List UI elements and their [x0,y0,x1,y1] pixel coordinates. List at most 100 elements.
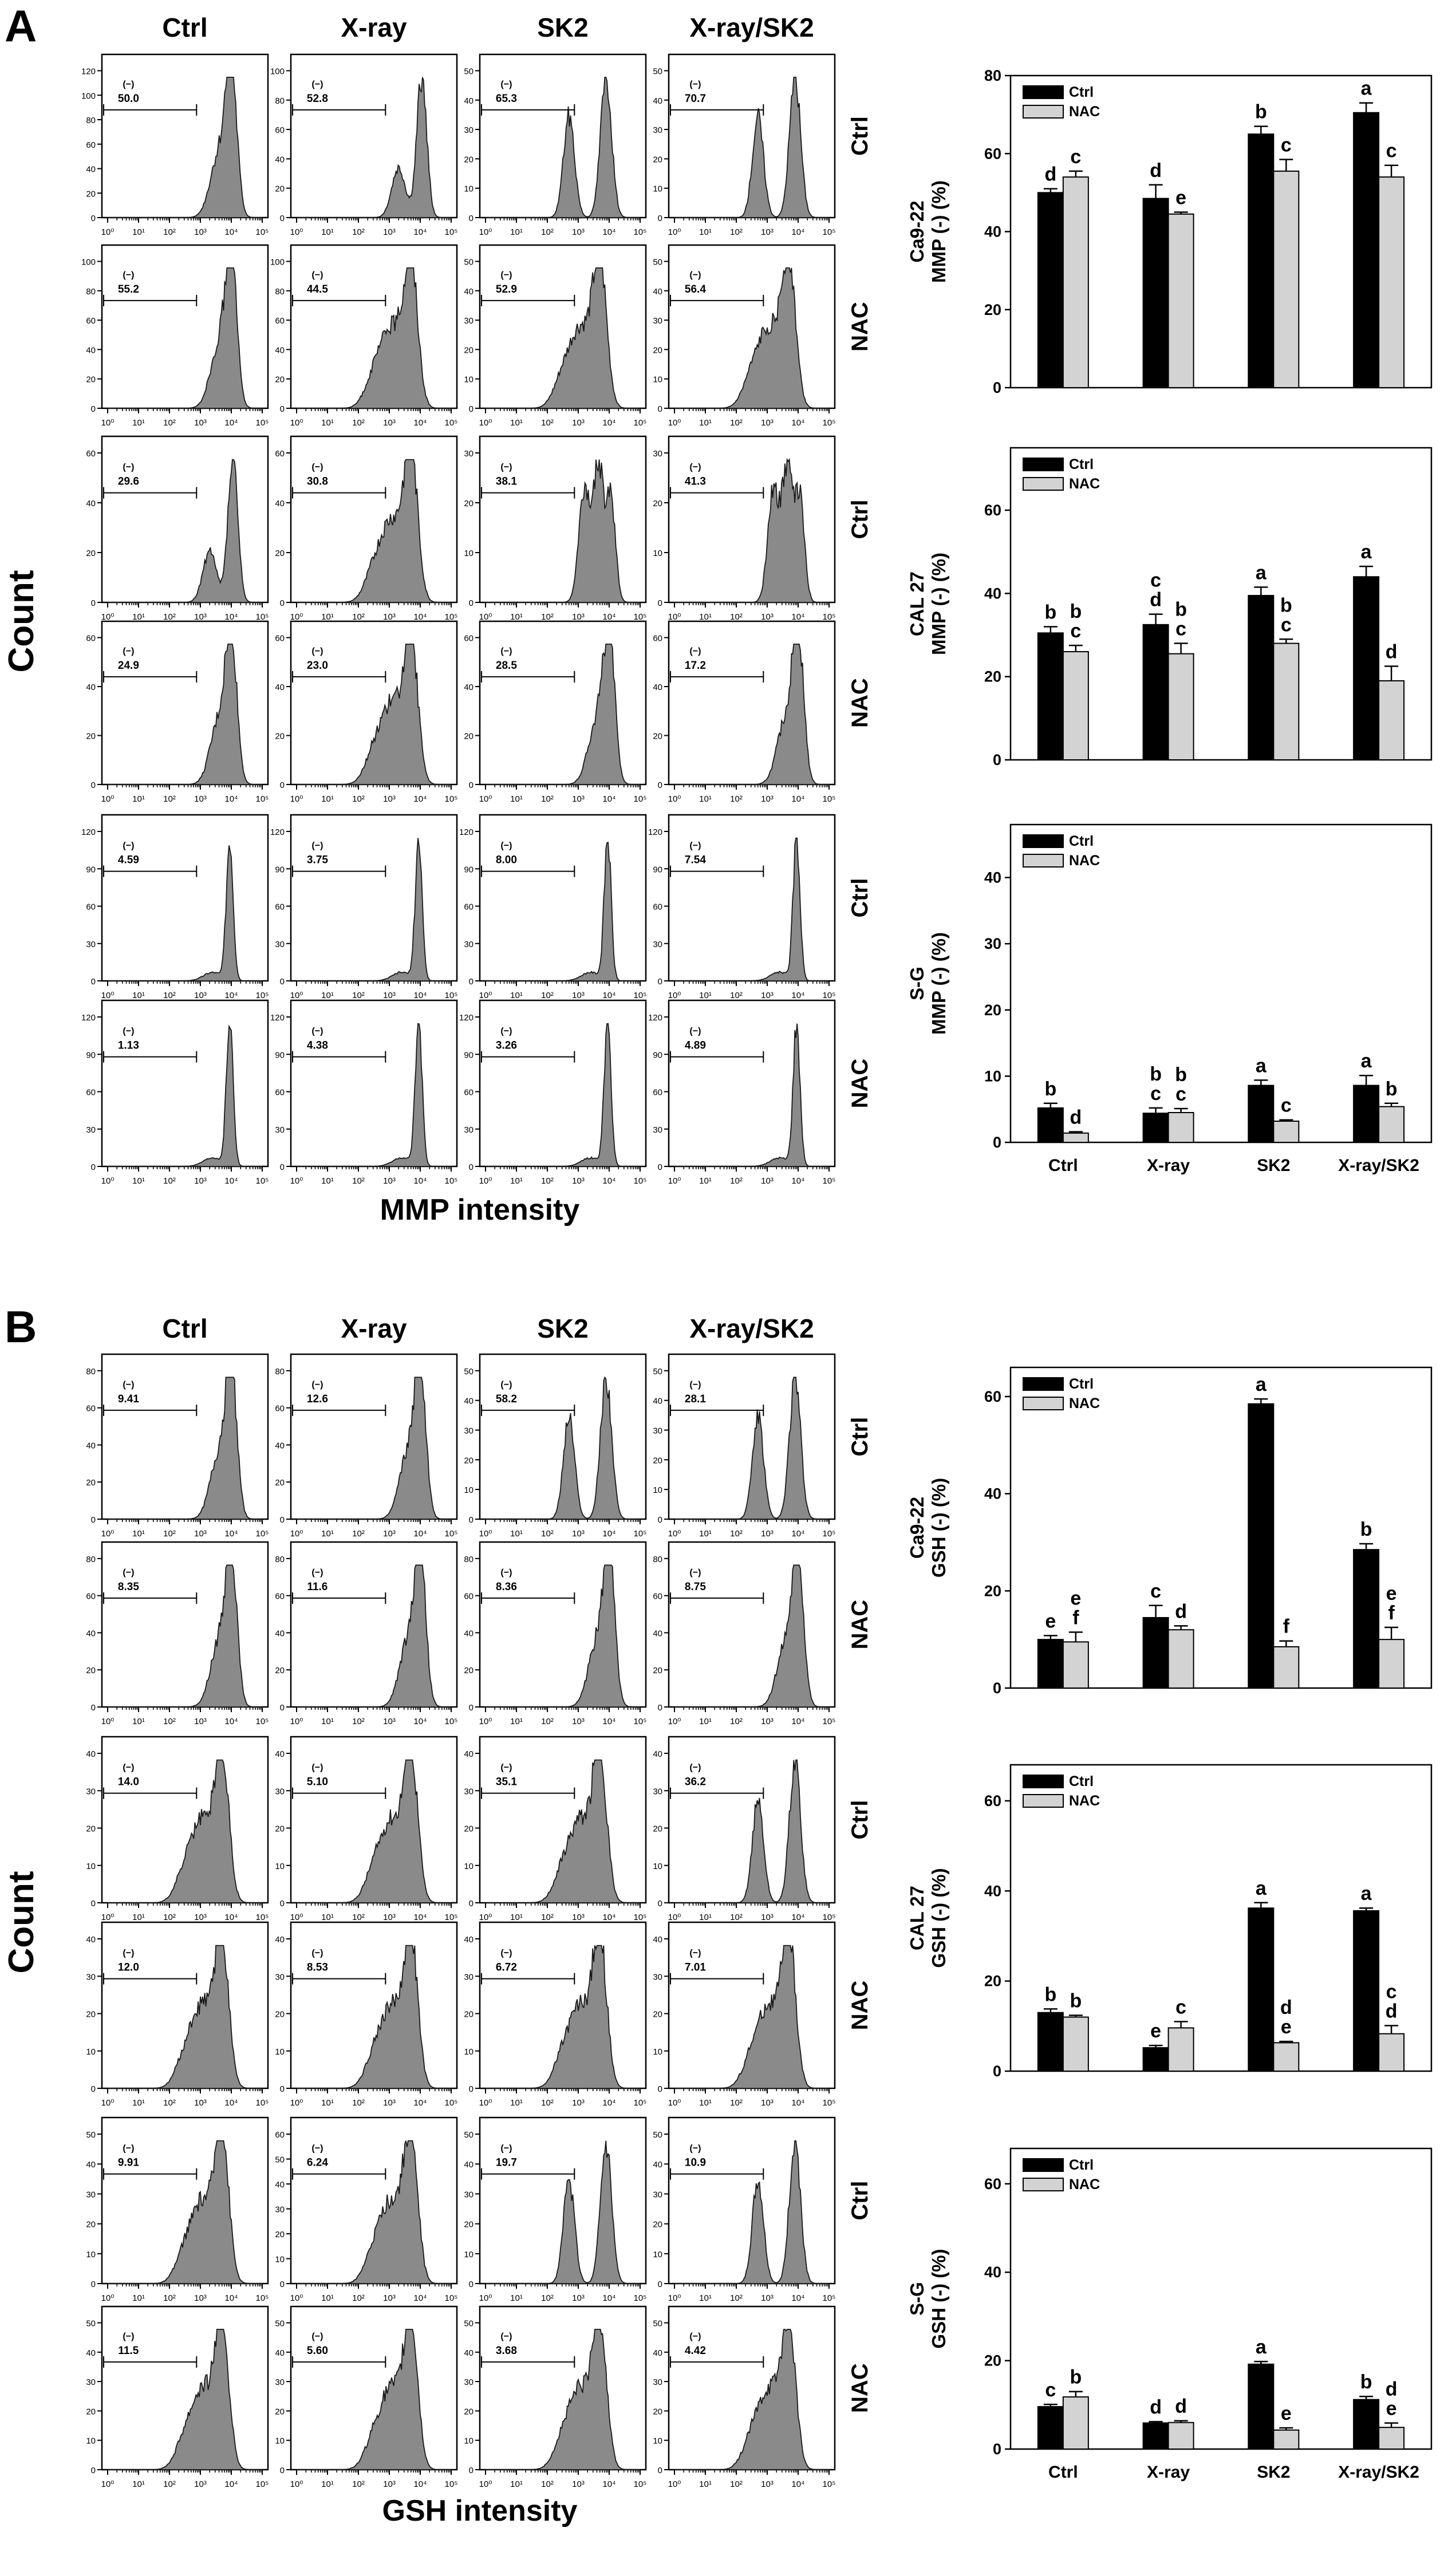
y-tick-label: 0 [993,751,1001,768]
x-tick-label: 10¹ [510,794,523,804]
y-tick-label: 60 [464,634,474,644]
y-tick-label: 0 [280,404,285,414]
x-tick-label: 10³ [383,612,396,622]
significance-letter: c [1281,1095,1292,1117]
y-tick-label: 30 [653,2377,662,2387]
y-tick-label: 30 [464,1787,474,1796]
y-tick-label: 10 [653,2250,662,2260]
x-tick-label: 10¹ [510,612,523,622]
legend-swatch [1023,85,1064,99]
histogram: 0 10 20 30 40 50 10⁰ 10¹ 10² 10³ 10⁴ 10⁵ (−) 70.7 [653,53,835,237]
x-tick-label: 10⁰ [668,1913,681,1922]
y-tick-label: 0 [91,977,96,987]
gate-value: 28.1 [685,1393,706,1405]
y-tick-label: 100 [270,67,285,77]
y-tick-label: 20 [275,2010,285,2020]
gate-prefix: (−) [311,2332,323,2341]
bar-ctrl [1037,632,1064,761]
x-tick-label: 10¹ [699,2479,712,2489]
y-tick-label: 50 [464,1367,474,1377]
y-tick-label: 0 [91,404,96,414]
x-tick-label: 10² [352,2479,365,2489]
x-tick-label: 10⁵ [823,1176,836,1186]
gate-value: 3.68 [496,2345,517,2357]
y-tick-label: 10 [86,1862,96,1871]
row-label: NAC [847,1059,873,1109]
histogram-curve [674,267,829,409]
bar-nac [1378,2427,1405,2450]
histogram: 0 10 20 30 40 50 10⁰ 10¹ 10² 10³ 10⁴ 10⁵ (−) 3.68 [464,2305,646,2489]
y-tick-label: 60 [984,1792,1001,1809]
x-tick-label: 10⁴ [602,794,615,804]
gate-prefix: (−) [500,1568,512,1578]
bar-nac [1062,651,1089,760]
x-tick-label: 10⁰ [290,1913,303,1922]
row-label: Ctrl [847,2181,873,2221]
significance-letter: c [1281,614,1292,636]
x-tick-label: 10⁴ [602,1913,615,1922]
x-tick-label: 10¹ [510,1913,523,1922]
y-tick-label: 50 [275,2155,285,2165]
histogram: 0 20 40 60 10⁰ 10¹ 10² 10³ 10⁴ 10⁵ (−) 23.0 [275,620,457,804]
x-tick-label: 10⁵ [634,794,647,804]
gate-value: 10.9 [685,2157,706,2169]
y-tick-label: 30 [464,125,474,135]
gate-prefix: (−) [500,2144,512,2154]
bar-nac [1167,653,1194,760]
y-tick-label: 0 [658,598,662,608]
x-tick-label: 10⁵ [634,418,647,428]
histogram: 0 10 20 30 40 50 60 10⁰ 10¹ 10² 10³ 10⁴ 10⁵ (−) 6.24 [275,2116,457,2303]
x-tick-label: 10⁵ [445,612,458,622]
y-tick-label: 10 [653,1485,662,1495]
histogram-curve [486,267,640,409]
y-tick-label: 120 [648,1013,662,1023]
significance-letter: e [1150,2020,1161,2042]
gate-value: 41.3 [685,476,706,488]
x-tick-label: 10⁴ [791,1717,804,1726]
y-tick-label: 40 [275,683,285,692]
significance-letter: e [1045,1610,1056,1632]
histogram-frame [668,435,836,604]
y-tick-label: 40 [653,1935,662,1945]
y-tick-label: 90 [86,865,96,874]
y-tick-label: 20 [275,184,285,194]
histogram-curve [486,1376,640,1520]
y-tick-label: 40 [464,1749,474,1759]
cell-line-label: Ca9-22 [906,200,928,262]
y-tick-label: 0 [280,2280,285,2289]
x-tick-label: 10⁴ [791,2479,804,2489]
significance-letter: b [1070,601,1082,622]
x-tick-label: 10² [541,418,554,428]
histogram: 0 10 20 30 40 50 10⁰ 10¹ 10² 10³ 10⁴ 10⁵ (−) 9.91 [86,2116,269,2303]
significance-letter: b [1255,101,1267,123]
y-tick-label: 60 [275,1592,285,1602]
row-label: Ctrl [847,1800,873,1840]
x-tick-label: 10⁵ [445,1913,458,1922]
gate-prefix: (−) [123,463,134,472]
x-tick-label: 10² [163,1529,176,1539]
y-tick-label: 20 [86,2220,96,2230]
y-tick-label: 40 [653,2160,662,2170]
x-axis-title: MMP intensity [380,1193,580,1227]
x-tick-label: 10⁴ [413,227,427,237]
x-tick-label: 10³ [761,1176,774,1186]
x-tick-label: 10⁵ [823,2479,836,2489]
y-tick-label: 40 [275,2180,285,2190]
y-tick-label: 40 [653,1629,662,1638]
bar-nac [1062,176,1089,388]
y-tick-label: 0 [658,977,662,987]
significance-letter: d [1150,589,1162,611]
x-tick-label: 10¹ [132,991,145,1000]
histogram-curve [486,459,640,603]
gate-prefix: (−) [500,80,512,89]
histogram: 0 20 40 60 80 10⁰ 10¹ 10² 10³ 10⁴ 10⁵ (−) 9.41 [86,1353,269,1539]
y-tick-label: 30 [275,1125,285,1135]
x-tick-label: 10¹ [699,2098,712,2108]
y-tick-label: 60 [275,449,285,459]
x-tick-label: 10⁴ [413,418,427,428]
bar-ctrl [1353,576,1380,760]
x-tick-label: 10⁰ [101,991,115,1000]
y-tick-label: 0 [993,1679,1001,1697]
